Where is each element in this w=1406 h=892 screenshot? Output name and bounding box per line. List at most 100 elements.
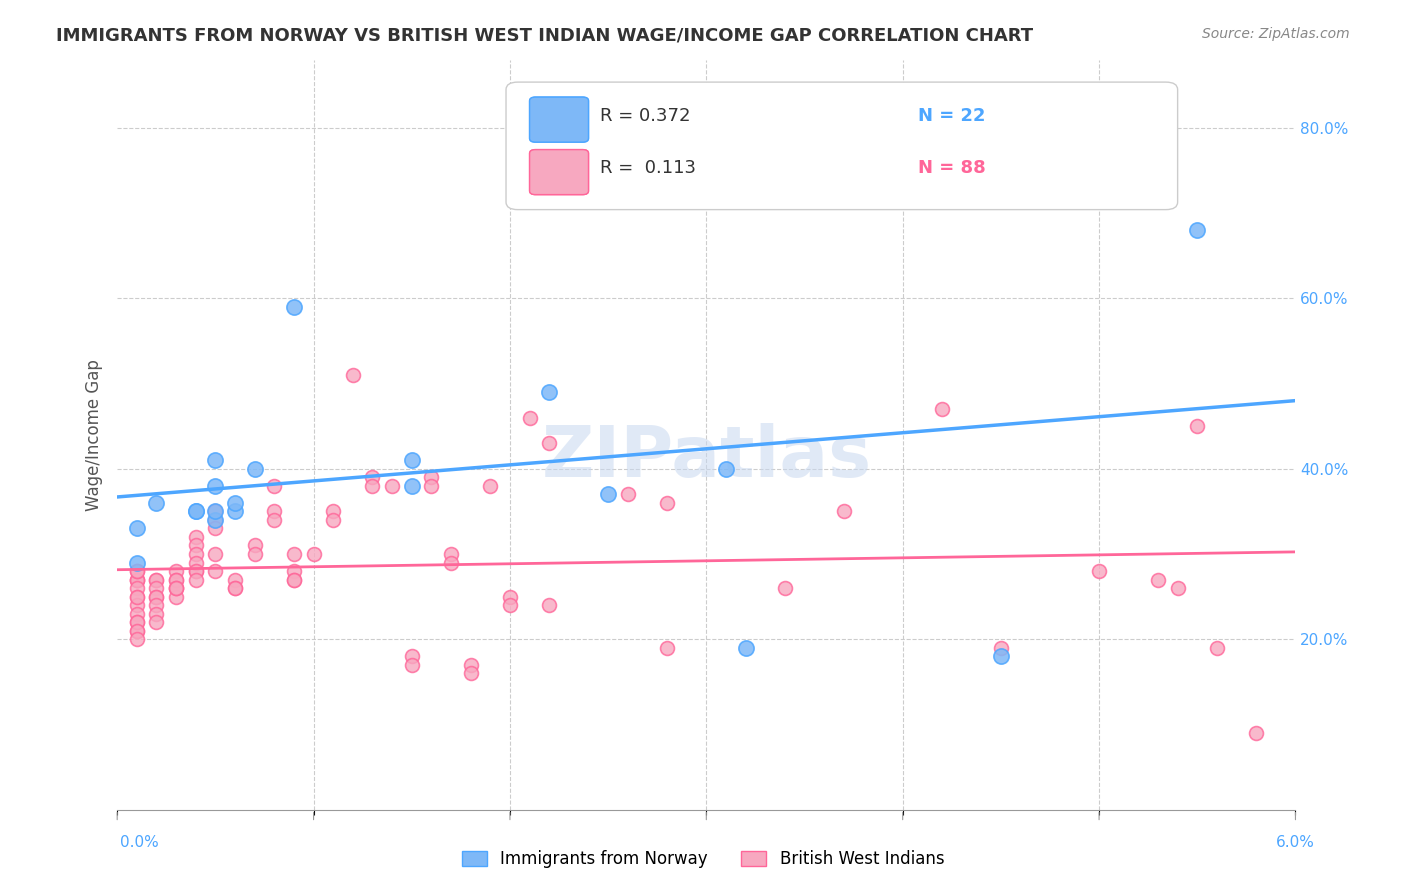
Point <box>224 496 246 510</box>
Point <box>931 402 953 417</box>
Point <box>558 189 581 203</box>
Text: R = 0.372: R = 0.372 <box>600 107 690 125</box>
Point <box>125 615 148 630</box>
Point <box>145 615 167 630</box>
Point <box>125 590 148 604</box>
Point <box>283 564 305 578</box>
Point <box>401 453 423 467</box>
Point <box>342 368 364 382</box>
Point <box>1147 573 1170 587</box>
Point <box>655 496 678 510</box>
Point <box>165 581 187 595</box>
Point <box>125 573 148 587</box>
Text: 6.0%: 6.0% <box>1275 836 1315 850</box>
Point <box>165 564 187 578</box>
Point <box>381 479 404 493</box>
Point <box>204 513 226 527</box>
Point <box>734 640 756 655</box>
Point <box>145 590 167 604</box>
Point <box>125 624 148 638</box>
Point <box>125 598 148 612</box>
Point <box>224 581 246 595</box>
Point <box>538 598 561 612</box>
Point <box>125 607 148 621</box>
Point <box>283 547 305 561</box>
Point <box>1088 564 1111 578</box>
Point <box>283 573 305 587</box>
Point <box>322 513 344 527</box>
Point <box>125 624 148 638</box>
Point <box>145 496 167 510</box>
Point <box>990 640 1012 655</box>
Point <box>204 504 226 518</box>
Point <box>243 461 266 475</box>
Point <box>1167 581 1189 595</box>
Point <box>283 300 305 314</box>
Point <box>224 581 246 595</box>
Point <box>125 573 148 587</box>
Point <box>145 607 167 621</box>
Point <box>184 564 207 578</box>
Y-axis label: Wage/Income Gap: Wage/Income Gap <box>86 359 103 510</box>
Point <box>598 487 620 501</box>
Point <box>420 479 443 493</box>
Point <box>125 590 148 604</box>
Point <box>243 547 266 561</box>
Point <box>145 581 167 595</box>
Point <box>184 504 207 518</box>
Point <box>243 539 266 553</box>
Point <box>184 504 207 518</box>
Text: ZIPatlas: ZIPatlas <box>541 423 872 491</box>
Point <box>1206 640 1229 655</box>
Point <box>832 504 855 518</box>
Point <box>184 547 207 561</box>
Point <box>714 461 737 475</box>
Point <box>263 479 285 493</box>
Point <box>1244 726 1267 740</box>
Point <box>125 632 148 647</box>
Point <box>283 573 305 587</box>
Point <box>302 547 325 561</box>
Point <box>1187 223 1209 237</box>
Point <box>655 640 678 655</box>
Text: IMMIGRANTS FROM NORWAY VS BRITISH WEST INDIAN WAGE/INCOME GAP CORRELATION CHART: IMMIGRANTS FROM NORWAY VS BRITISH WEST I… <box>56 27 1033 45</box>
Point <box>499 598 522 612</box>
Point <box>145 590 167 604</box>
Point <box>263 504 285 518</box>
Point <box>165 573 187 587</box>
Point <box>460 657 482 672</box>
Text: 0.0%: 0.0% <box>120 836 159 850</box>
Point <box>224 504 246 518</box>
Point <box>165 573 187 587</box>
Point <box>361 470 384 484</box>
Point <box>184 564 207 578</box>
Legend: Immigrants from Norway, British West Indians: Immigrants from Norway, British West Ind… <box>456 844 950 875</box>
Point <box>204 513 226 527</box>
Point <box>204 479 226 493</box>
Point <box>125 581 148 595</box>
Point <box>165 590 187 604</box>
Text: N = 22: N = 22 <box>918 107 986 125</box>
Point <box>263 513 285 527</box>
Point <box>125 564 148 578</box>
Point <box>204 547 226 561</box>
Text: R =  0.113: R = 0.113 <box>600 160 696 178</box>
Point <box>499 590 522 604</box>
Point <box>204 521 226 535</box>
Point <box>361 479 384 493</box>
FancyBboxPatch shape <box>506 82 1178 210</box>
Point <box>125 615 148 630</box>
Point <box>401 479 423 493</box>
Point <box>145 573 167 587</box>
Point <box>538 436 561 450</box>
Text: Source: ZipAtlas.com: Source: ZipAtlas.com <box>1202 27 1350 41</box>
FancyBboxPatch shape <box>530 150 589 194</box>
Point <box>125 521 148 535</box>
Point <box>773 581 796 595</box>
Point <box>145 598 167 612</box>
Point <box>224 573 246 587</box>
Point <box>322 504 344 518</box>
Point <box>401 657 423 672</box>
Point <box>440 547 463 561</box>
Point <box>125 573 148 587</box>
